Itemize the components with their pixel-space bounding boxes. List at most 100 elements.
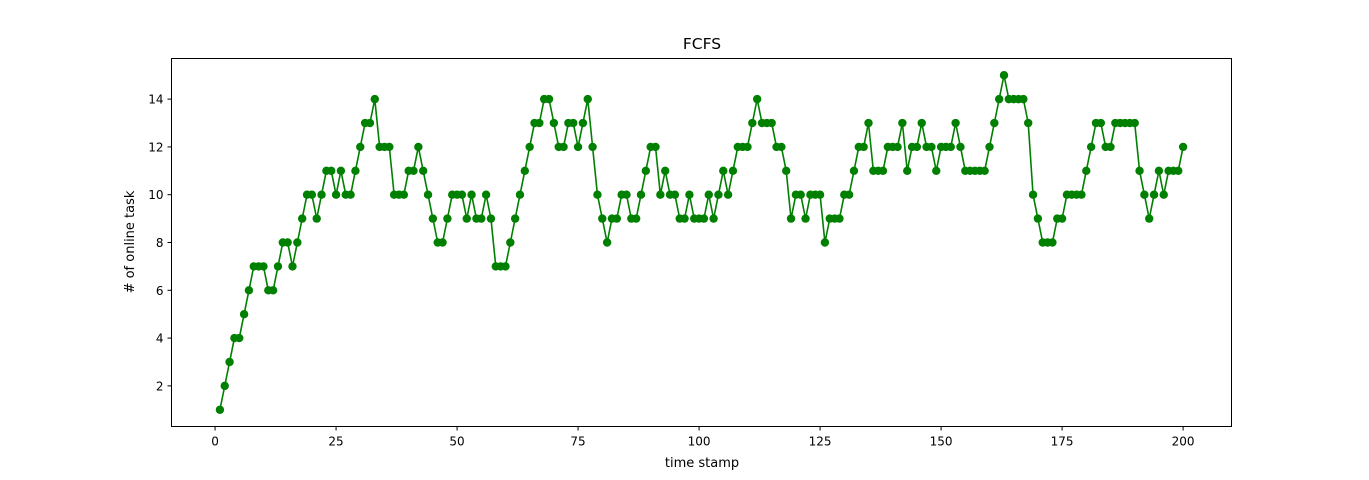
data-point xyxy=(506,238,515,247)
data-point xyxy=(225,357,234,367)
data-point xyxy=(598,214,607,223)
data-point xyxy=(951,118,960,128)
data-point xyxy=(399,190,409,199)
data-point xyxy=(1106,142,1115,152)
data-point xyxy=(631,214,641,223)
x-tick-label: 175 xyxy=(1051,435,1074,449)
data-point xyxy=(443,214,452,223)
data-point xyxy=(462,214,471,223)
x-axis: 0 25 50 75 100 125 150 175 200 xyxy=(211,426,1195,449)
data-point xyxy=(481,190,491,199)
data-point xyxy=(317,190,326,199)
y-tick-label: 2 xyxy=(156,379,164,393)
data-point xyxy=(743,142,752,152)
data-point xyxy=(418,166,428,176)
data-point xyxy=(685,190,694,199)
data-point xyxy=(273,262,283,271)
data-point xyxy=(864,118,873,128)
data-point xyxy=(268,286,278,295)
data-point xyxy=(898,118,907,128)
data-point xyxy=(714,190,723,199)
data-point xyxy=(235,333,244,343)
x-tick-label: 100 xyxy=(688,435,711,449)
data-point xyxy=(1149,190,1159,199)
data-point xyxy=(428,214,438,223)
data-point xyxy=(486,214,496,223)
data-point xyxy=(477,214,486,223)
plot-area-frame xyxy=(171,58,1232,427)
x-tick-label: 0 xyxy=(211,435,219,449)
data-point xyxy=(438,238,447,247)
data-point xyxy=(670,190,680,199)
data-point xyxy=(661,166,670,176)
data-point xyxy=(588,142,597,152)
data-point xyxy=(1033,214,1043,223)
data-point xyxy=(656,190,665,199)
data-point xyxy=(525,142,534,152)
data-point xyxy=(501,262,510,271)
data-point xyxy=(1086,142,1096,152)
data-point xyxy=(801,214,810,223)
data-point xyxy=(1028,190,1038,199)
data-point xyxy=(457,190,467,199)
data-point xyxy=(782,166,791,176)
data-point xyxy=(467,190,476,199)
data-point xyxy=(559,142,568,152)
data-point xyxy=(999,71,1009,80)
data-point xyxy=(1174,166,1183,176)
data-point xyxy=(1154,166,1164,176)
data-point xyxy=(723,190,733,199)
data-point xyxy=(578,118,588,128)
data-point xyxy=(351,166,360,176)
data-point xyxy=(985,142,994,152)
data-point xyxy=(719,166,728,176)
data-point xyxy=(1145,214,1154,223)
data-point xyxy=(215,405,225,414)
data-point xyxy=(1048,238,1057,247)
data-point xyxy=(312,214,321,223)
data-point xyxy=(994,94,1004,104)
y-axis-label: # of online task xyxy=(123,190,138,293)
x-axis-label: time stamp xyxy=(665,456,739,471)
x-tick-label: 25 xyxy=(328,435,343,449)
data-point xyxy=(520,166,530,176)
data-point xyxy=(1096,118,1106,128)
x-tick-label: 75 xyxy=(570,435,585,449)
data-point xyxy=(602,238,612,247)
data-point xyxy=(1082,166,1091,176)
data-point xyxy=(259,262,268,271)
data-point xyxy=(612,214,621,223)
data-point xyxy=(927,142,936,152)
data-point xyxy=(859,142,868,152)
data-point xyxy=(409,166,418,176)
data-point xyxy=(336,166,346,176)
data-point xyxy=(786,214,796,223)
data-point xyxy=(748,118,757,128)
data-point xyxy=(583,94,592,104)
data-point xyxy=(1135,166,1144,176)
data-point xyxy=(327,166,336,176)
data-point xyxy=(549,118,559,128)
data-point xyxy=(414,142,423,152)
data-point xyxy=(1140,190,1149,199)
data-point xyxy=(651,142,660,152)
data-point xyxy=(1159,190,1168,199)
x-tick-label: 125 xyxy=(809,435,832,449)
chart-marks xyxy=(215,71,1188,414)
data-point xyxy=(878,166,888,176)
data-point xyxy=(990,118,999,128)
data-point xyxy=(593,190,602,199)
data-point xyxy=(820,238,830,247)
data-point xyxy=(680,214,689,223)
data-point xyxy=(777,142,786,152)
data-point xyxy=(796,190,805,199)
data-point xyxy=(544,94,554,104)
data-point xyxy=(636,190,646,199)
y-tick-label: 12 xyxy=(148,140,163,154)
data-point xyxy=(752,94,762,104)
data-point xyxy=(767,118,776,128)
x-tick-label: 50 xyxy=(449,435,464,449)
data-point xyxy=(704,190,713,199)
x-tick-label: 150 xyxy=(930,435,953,449)
